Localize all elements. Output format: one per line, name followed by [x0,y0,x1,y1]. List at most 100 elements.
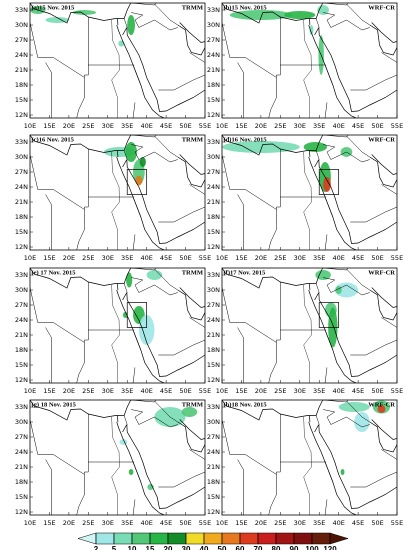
lon-tick-label: 50E [371,387,383,395]
rain-patch [339,402,370,412]
border [316,19,319,28]
border [350,75,397,90]
colorbar-label: 15 [146,545,155,550]
border [350,340,397,355]
panel-label: (g) 18 Nov. 2015 [32,401,77,408]
lat-tick-label: 24N [15,448,28,456]
lat-tick-label: 30N [15,21,28,29]
map-content [30,268,205,383]
colorbar-box [204,533,222,544]
panel-source: WRF-CR [368,4,395,11]
lon-tick-label: 30E [294,519,306,527]
lon-tick-label: 20E [255,519,267,527]
border [316,284,319,293]
colorbar-box [294,533,312,544]
map-content [30,400,205,515]
colorbar-label: 2 [94,545,99,550]
lon-tick-label: 10E [24,122,36,130]
colorbar-box [96,533,114,544]
lon-tick-label: 45E [352,254,364,262]
colorbar-box [132,533,150,544]
lon-tick-label: 25E [274,254,286,262]
lon-tick-label: 45E [160,254,172,262]
lon-tick-label: 15E [43,122,55,130]
border [222,23,276,78]
coastline [123,425,127,433]
coastline [178,422,205,452]
lat-tick-label: 30N [207,153,220,161]
lat-tick-label: 18N [207,213,220,221]
lon-tick-label: 10E [216,254,228,262]
panel-source: TRMM [182,136,203,143]
lat-tick-label: 15N [15,96,28,104]
panel-source: WRF-CR [368,401,395,408]
lat-tick-label: 24N [207,183,220,191]
colorbar-label: 20 [164,545,173,550]
border [30,288,84,343]
panel-label: (d)16 Nov. 2015 [224,136,268,143]
rain-patch [354,412,370,432]
border [131,13,178,31]
lat-tick-label: 33N [207,271,220,279]
rain-patch [129,469,134,475]
coastline [319,425,397,509]
lon-tick-label: 10E [24,254,36,262]
lon-tick-label: 30E [294,122,306,130]
border [276,17,280,78]
coastline [123,160,127,168]
coastline [178,157,205,187]
lon-tick-label: 55E [199,387,211,395]
lat-tick-label: 12N [15,508,28,516]
rain-patch [182,407,198,417]
lat-tick-label: 12N [207,111,220,119]
colorbar-label: 30 [182,545,191,550]
panel-source: TRMM [182,401,203,408]
colorbar-end [330,533,348,544]
lon-tick-label: 15E [43,519,55,527]
border [269,343,277,384]
lon-tick-label: 45E [352,122,364,130]
border [238,460,244,516]
lon-tick-label: 35E [121,254,133,262]
lat-tick-label: 24N [15,183,28,191]
coastline [180,288,205,308]
lat-tick-label: 21N [15,198,28,206]
rain-patch [127,15,135,35]
lon-tick-label: 45E [160,122,172,130]
coastline [178,25,205,55]
panel-source: WRF-CR [368,136,395,143]
lat-tick-label: 27N [15,168,28,176]
lon-tick-label: 25E [82,254,94,262]
river [304,417,312,515]
rain-patch [284,11,315,19]
lon-tick-label: 20E [255,254,267,262]
colorbar-label: 70 [254,545,263,550]
lat-tick-label: 21N [207,66,220,74]
border [222,420,276,475]
border [350,207,397,222]
lon-tick-label: 30E [102,254,114,262]
border [222,288,276,343]
lon-tick-label: 50E [371,122,383,130]
coastline [180,23,205,43]
coastline [315,28,319,36]
lat-tick-label: 21N [15,331,28,339]
lon-tick-label: 45E [160,387,172,395]
lat-tick-label: 12N [15,243,28,251]
lon-tick-label: 35E [313,519,325,527]
lat-tick-label: 30N [207,21,220,29]
border [325,235,327,251]
lon-tick-label: 40E [332,519,344,527]
coastline [315,160,319,168]
colorbar-box [258,533,276,544]
colorbar-label: 10 [128,545,137,550]
lat-tick-label: 27N [15,36,28,44]
lat-tick-label: 27N [15,433,28,441]
coastline [117,422,164,515]
border [346,4,369,25]
lat-tick-label: 24N [15,316,28,324]
lon-tick-label: 25E [274,387,286,395]
